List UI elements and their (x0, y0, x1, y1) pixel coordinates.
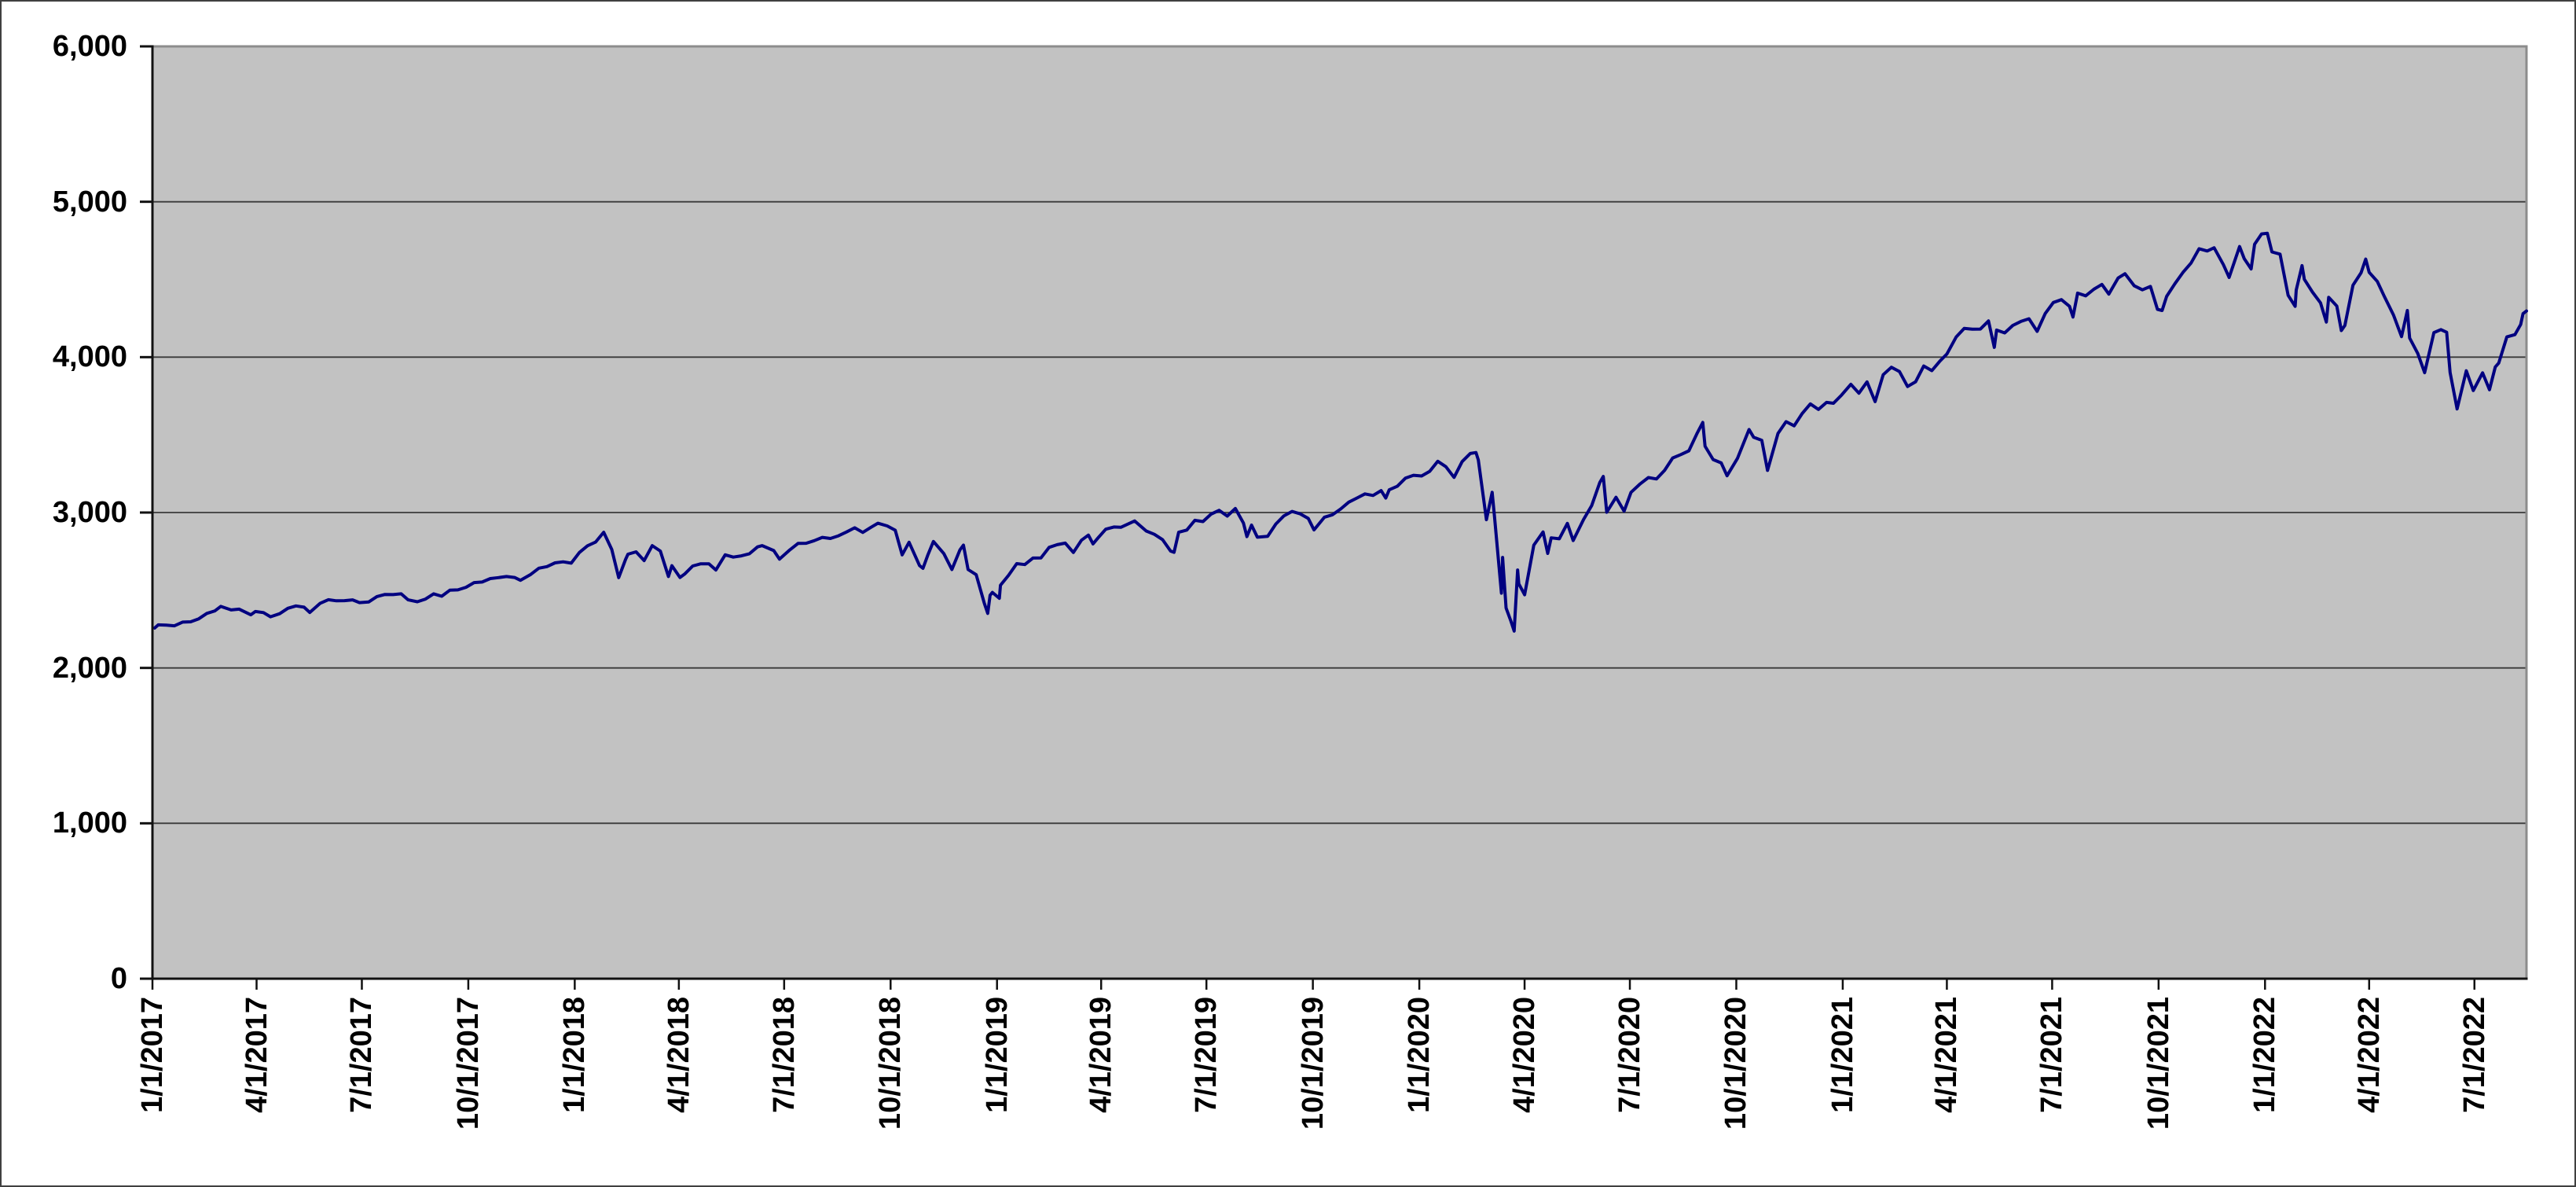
y-axis-tick-label: 3,000 (52, 496, 127, 529)
x-axis-tick-label: 4/1/2019 (1084, 997, 1118, 1113)
x-axis-tick-label: 4/1/2020 (1508, 997, 1542, 1113)
y-axis-tick-label: 4,000 (52, 340, 127, 374)
y-axis-tick-label: 5,000 (52, 185, 127, 219)
y-axis-tick-label: 0 (110, 962, 127, 995)
x-axis-tick-label: 7/1/2018 (767, 997, 801, 1113)
x-axis-tick-label: 7/1/2019 (1190, 997, 1224, 1113)
x-axis-tick-label: 10/1/2017 (451, 997, 485, 1130)
x-axis-tick-label: 10/1/2018 (874, 997, 908, 1130)
x-axis-tick-label: 1/1/2017 (136, 997, 169, 1113)
x-axis-tick-label: 4/1/2022 (2352, 997, 2386, 1113)
x-axis-tick-label: 7/1/2020 (1613, 997, 1647, 1113)
x-axis-tick-label: 10/1/2019 (1296, 997, 1330, 1130)
x-axis-tick-label: 1/1/2019 (980, 997, 1014, 1113)
y-axis-tick-label: 2,000 (52, 651, 127, 685)
price-line (152, 231, 2528, 633)
x-axis-tick-label: 10/1/2020 (1719, 997, 1753, 1130)
y-axis-tick-label: 6,000 (52, 30, 127, 63)
x-axis-tick-label: 1/1/2022 (2248, 997, 2282, 1113)
x-axis-tick-label: 4/1/2021 (1930, 997, 1964, 1113)
x-axis-tick-label: 4/1/2018 (662, 997, 695, 1113)
y-axis-tick-label: 1,000 (52, 807, 127, 840)
x-axis-tick-label: 7/1/2017 (345, 997, 379, 1113)
x-axis-tick-label: 10/1/2021 (2141, 997, 2175, 1130)
x-axis-tick-label: 1/1/2021 (1826, 997, 1859, 1113)
x-axis-tick-label: 1/1/2018 (558, 997, 592, 1113)
x-axis-tick-label: 1/1/2020 (1403, 997, 1437, 1113)
x-axis-tick-label: 4/1/2017 (240, 997, 273, 1113)
x-axis-tick-label: 7/1/2022 (2457, 997, 2491, 1113)
x-axis-tick-label: 7/1/2021 (2035, 997, 2069, 1113)
